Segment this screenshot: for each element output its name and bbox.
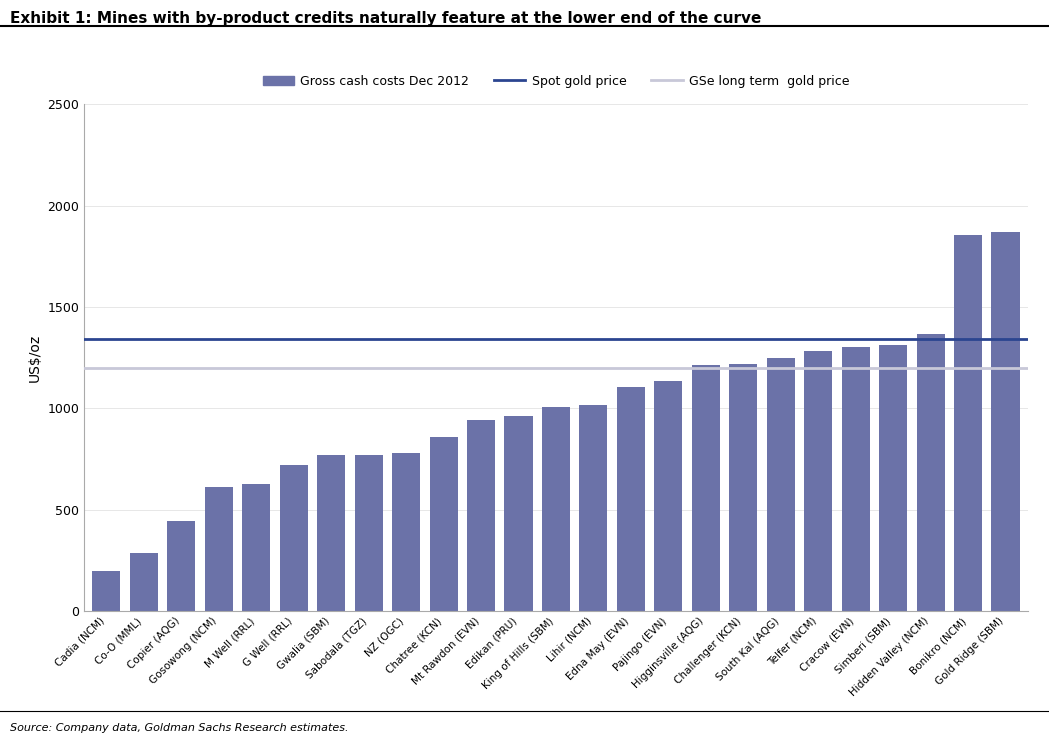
Bar xyxy=(280,465,307,611)
Y-axis label: US$/oz: US$/oz xyxy=(27,334,42,381)
Bar xyxy=(130,553,158,611)
Bar xyxy=(805,350,832,611)
Bar xyxy=(429,437,457,611)
Bar xyxy=(392,453,421,611)
Bar xyxy=(655,381,683,611)
Bar xyxy=(991,232,1020,611)
Bar xyxy=(729,364,757,611)
Bar xyxy=(954,235,982,611)
Bar xyxy=(841,347,870,611)
Bar xyxy=(92,571,121,611)
Bar xyxy=(167,521,195,611)
Bar xyxy=(542,408,570,611)
Bar xyxy=(579,405,607,611)
Bar xyxy=(467,420,495,611)
Bar xyxy=(691,365,720,611)
Bar xyxy=(205,487,233,611)
Bar xyxy=(617,387,645,611)
Bar xyxy=(505,416,533,611)
Bar xyxy=(767,358,795,611)
Bar xyxy=(917,335,945,611)
Bar xyxy=(242,484,271,611)
Legend: Gross cash costs Dec 2012, Spot gold price, GSe long term  gold price: Gross cash costs Dec 2012, Spot gold pri… xyxy=(258,69,854,92)
Bar xyxy=(317,455,345,611)
Text: Source: Company data, Goldman Sachs Research estimates.: Source: Company data, Goldman Sachs Rese… xyxy=(10,723,349,732)
Bar xyxy=(879,346,907,611)
Text: Exhibit 1: Mines with by-product credits naturally feature at the lower end of t: Exhibit 1: Mines with by-product credits… xyxy=(10,11,762,26)
Bar xyxy=(355,455,383,611)
